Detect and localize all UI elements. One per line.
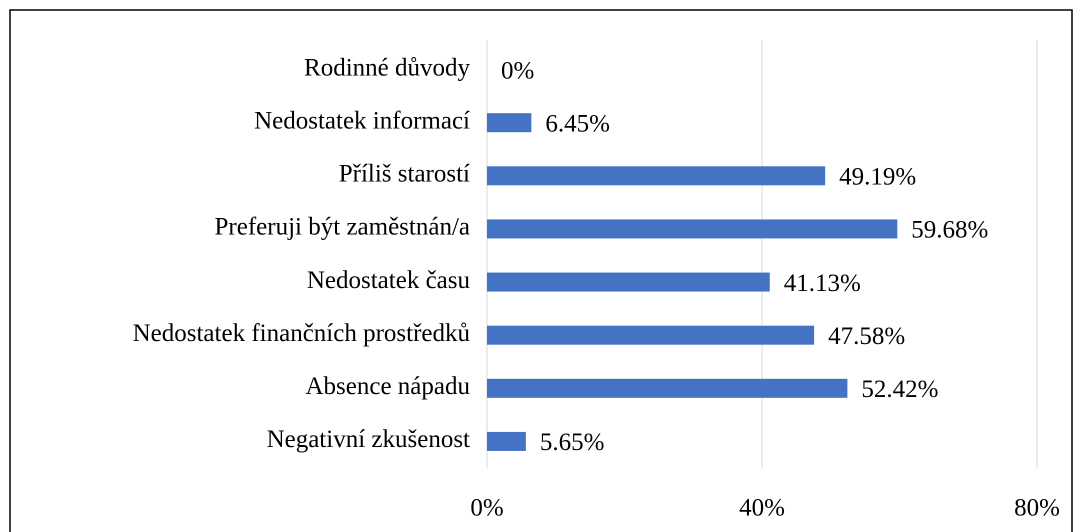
data-label: 5.65% <box>540 429 605 456</box>
y-tick-label: Absence nápadu <box>305 373 470 400</box>
bar <box>487 166 826 186</box>
y-tick-label: Nedostatek času <box>307 267 471 294</box>
frame <box>9 9 1073 532</box>
data-label: 59.68% <box>911 217 988 244</box>
y-tick-label: Negativní zkušenost <box>267 426 470 453</box>
y-tick-label: Nedostatek informací <box>254 107 470 134</box>
bar <box>487 272 770 292</box>
bar <box>487 219 898 239</box>
data-label: 52.42% <box>861 376 938 403</box>
data-label: 0% <box>501 57 534 84</box>
y-tick-label: Rodinné důvody <box>304 54 470 81</box>
x-tick-label: 0% <box>470 495 503 522</box>
data-label: 6.45% <box>545 110 610 137</box>
y-tick-label: Preferuji být zaměstnán/a <box>215 214 470 241</box>
y-tick-label: Příliš starostí <box>339 161 470 188</box>
bar <box>487 113 532 133</box>
x-tick-label: 40% <box>739 495 785 522</box>
x-tick-label: 80% <box>1014 495 1060 522</box>
data-label: 41.13% <box>784 270 861 297</box>
bar <box>487 431 526 451</box>
y-tick-label: Nedostatek finančních prostředků <box>133 320 471 347</box>
data-label: 47.58% <box>828 323 905 350</box>
bar <box>487 325 815 345</box>
data-label: 49.19% <box>839 164 916 191</box>
bar <box>487 378 848 398</box>
